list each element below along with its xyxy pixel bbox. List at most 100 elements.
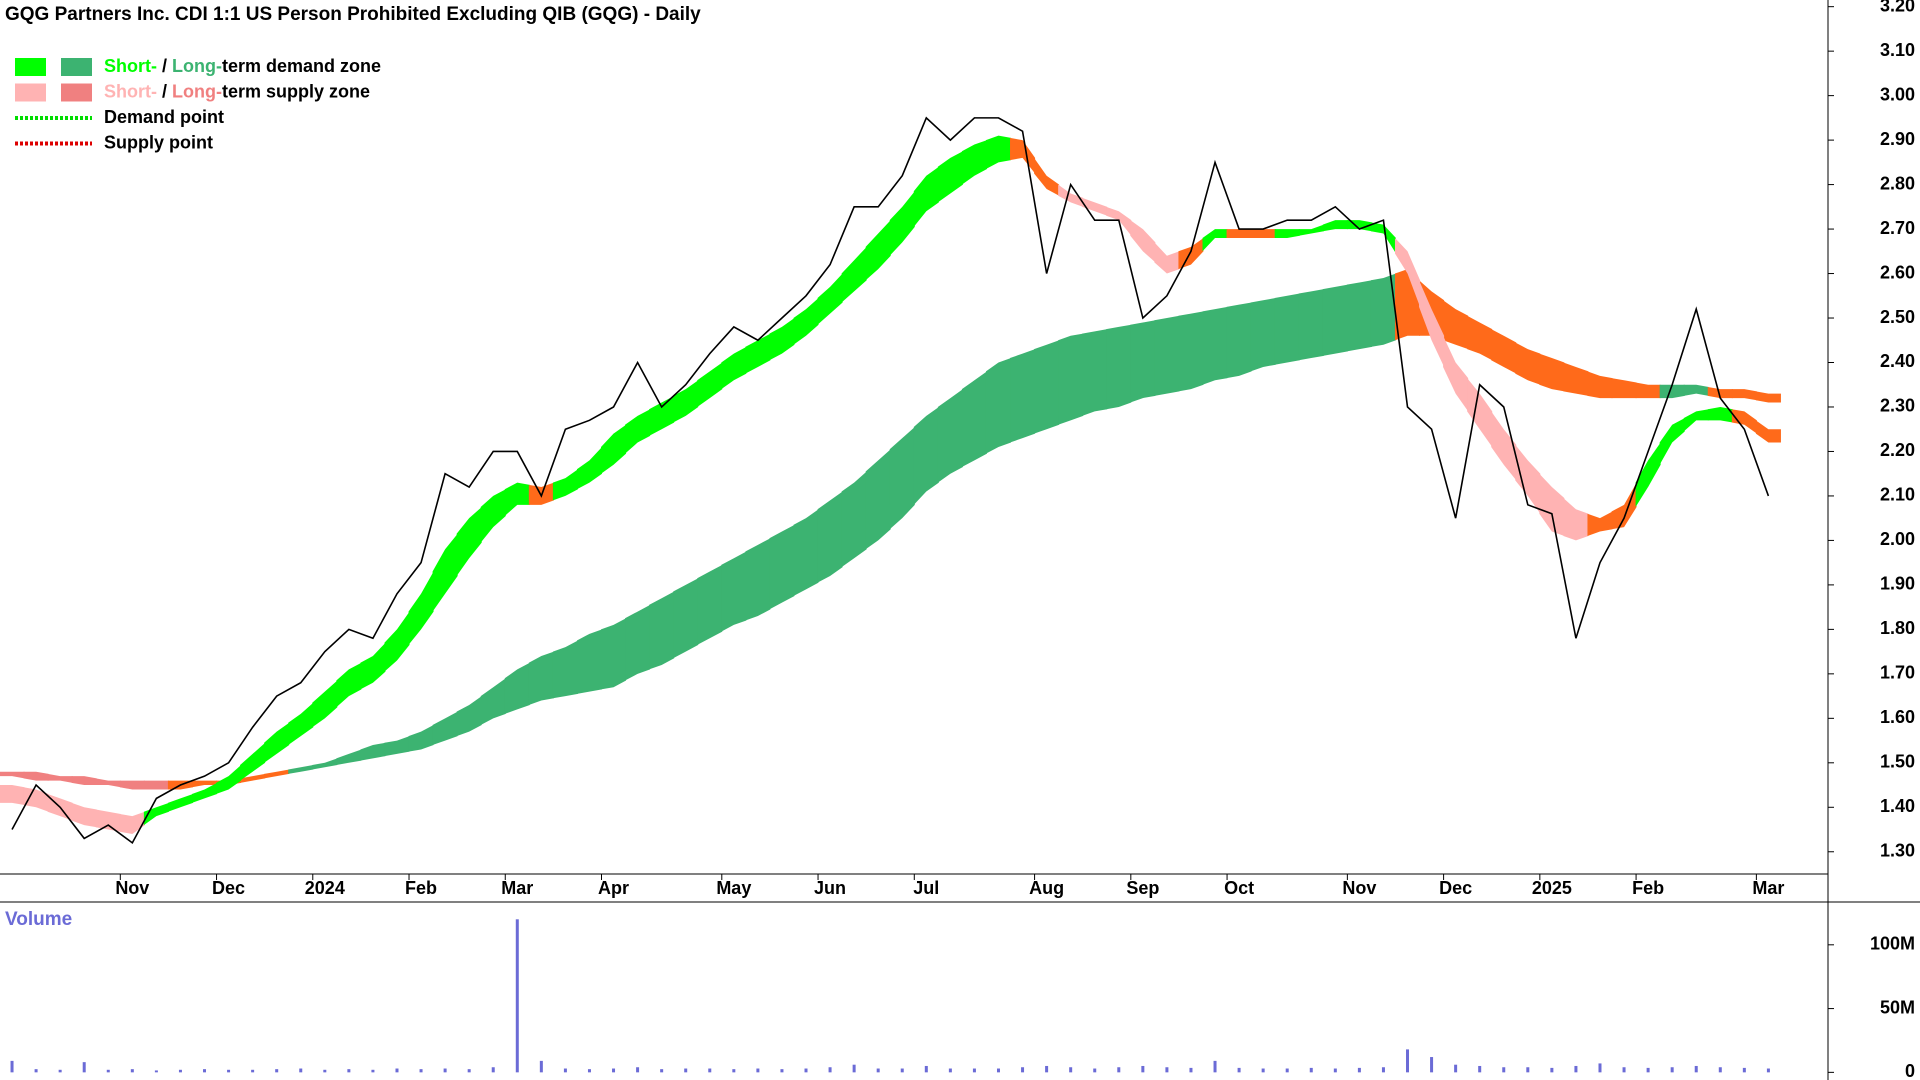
zone-band (1010, 349, 1036, 443)
zone-band (601, 618, 627, 690)
zone-band (1082, 197, 1108, 216)
zone-band (1515, 444, 1541, 514)
y-tick-label: 2.20 (1880, 440, 1915, 460)
volume-bar (275, 1069, 279, 1073)
zone-band (336, 662, 362, 708)
zone-band (721, 551, 747, 632)
legend-part: Short- (104, 56, 157, 76)
x-tick-label: Oct (1224, 878, 1254, 898)
zone-band (288, 765, 314, 774)
volume-bar (948, 1068, 952, 1073)
zone-band (552, 469, 578, 501)
x-tick-label: Aug (1029, 878, 1064, 898)
volume-bar (1333, 1068, 1337, 1073)
zone-band (793, 509, 819, 597)
zone-band (432, 533, 458, 612)
volume-bar (732, 1069, 736, 1073)
zone-band (95, 778, 121, 788)
volume-bar (1117, 1067, 1121, 1073)
zone-band (889, 426, 915, 530)
zone-band (1683, 409, 1709, 432)
zone-band (408, 571, 434, 645)
zone-band (601, 424, 627, 474)
zone-band (1755, 391, 1781, 403)
volume-bar (1694, 1065, 1698, 1073)
volume-bar (1430, 1057, 1434, 1073)
zone-band (384, 736, 410, 757)
zone-band (649, 395, 675, 436)
volume-bar (1670, 1067, 1674, 1073)
zone-band (119, 780, 145, 790)
zone-band (1707, 386, 1733, 399)
zone-band (697, 362, 723, 407)
volume-bar (82, 1062, 86, 1073)
zone-band (961, 371, 987, 468)
volume-bar (804, 1068, 808, 1073)
zone-band (1034, 340, 1060, 434)
zone-band (119, 811, 145, 834)
zone-band (817, 491, 843, 583)
zone-band (769, 524, 795, 610)
y-tick-label: 2.60 (1880, 262, 1915, 282)
x-tick-label: Feb (405, 878, 437, 898)
volume-bar (371, 1069, 375, 1073)
zone-band (865, 449, 891, 550)
price (11, 116, 1770, 845)
volume-bar (636, 1067, 640, 1073)
volume-bar (106, 1069, 110, 1073)
chart-title: GQG Partners Inc. CDI 1:1 US Person Proh… (5, 4, 701, 25)
zone-band (1322, 284, 1348, 356)
zone-band (216, 765, 242, 794)
legend-part: / (157, 56, 172, 76)
zone-band (360, 642, 386, 690)
volume-bar (515, 919, 519, 1073)
zone-band (1491, 329, 1517, 374)
volume-bar (924, 1065, 928, 1073)
zone-band (360, 742, 386, 761)
volume-bar (395, 1068, 399, 1073)
zone-band (1635, 442, 1661, 508)
zone-band (191, 780, 218, 788)
zone-band (1467, 315, 1493, 361)
y-tick-label: 1.40 (1880, 796, 1915, 816)
volume-bar (227, 1069, 231, 1073)
zone-band (1539, 473, 1565, 536)
zone-band (1082, 329, 1108, 416)
volume-bar (1526, 1067, 1530, 1073)
y-tick-label: 1.60 (1880, 707, 1915, 727)
volume-bar (443, 1068, 447, 1073)
volume-tick-label: 100M (1870, 934, 1915, 954)
y-tick-label: 2.40 (1880, 351, 1915, 371)
zone-band (504, 482, 530, 516)
volume-bar (130, 1069, 134, 1073)
volume-bar (1502, 1067, 1506, 1073)
zone-band (1106, 324, 1132, 410)
zone-band (1563, 362, 1589, 396)
volume-bar (178, 1069, 182, 1073)
volume-bar (1381, 1067, 1385, 1073)
volume-bar (10, 1060, 14, 1073)
y-tick-label: 1.70 (1880, 663, 1915, 683)
zone-band (1467, 378, 1493, 448)
zone-band (793, 298, 819, 345)
volume-bar (1742, 1067, 1746, 1073)
y-tick-label: 2.00 (1880, 529, 1915, 549)
zone-band (552, 640, 578, 699)
legend-part: Short- (104, 81, 157, 101)
volume-bar (612, 1068, 616, 1073)
legend-part: term demand zone (222, 56, 381, 76)
zone-band (432, 711, 458, 746)
zone-band (769, 318, 795, 361)
zone-band (1611, 482, 1637, 530)
y-tick-label: 2.80 (1880, 173, 1915, 193)
zone-band (1587, 371, 1613, 399)
zone-band (841, 471, 867, 568)
zone-band (673, 578, 699, 659)
zone-band (697, 564, 723, 645)
volume-tick-label: 0 (1905, 1061, 1915, 1080)
zone-band (167, 793, 193, 812)
zone-band (1178, 311, 1204, 392)
zone-band (745, 333, 771, 374)
volume-bar (58, 1069, 62, 1073)
